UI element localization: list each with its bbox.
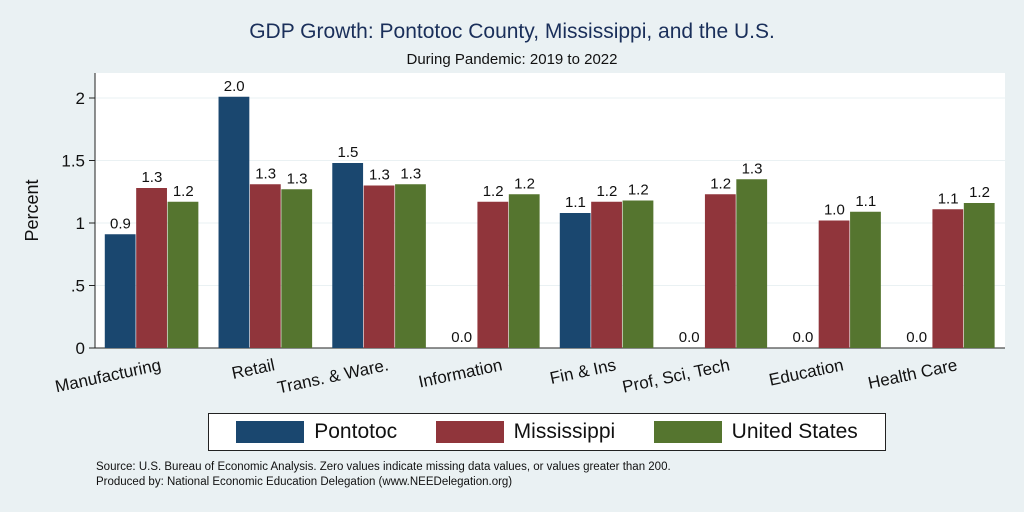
chart-title: GDP Growth: Pontotoc County, Mississippi… [249, 20, 775, 43]
x-tick-label-retail: Retail [230, 355, 276, 383]
data-label-mississippi-prof-sci-tech: 1.2 [710, 175, 731, 192]
x-tick-label-education: Education [767, 355, 845, 389]
bar-pontotoc-retail [218, 96, 250, 348]
bar-mississippi-information [477, 201, 509, 348]
y-axis-title: Percent [22, 179, 42, 241]
data-label-mississippi-health-care: 1.1 [938, 190, 959, 207]
source-note: Source: U.S. Bureau of Economic Analysis… [96, 461, 671, 473]
bar-pontotoc-fin-ins [559, 213, 591, 348]
x-tick-label-manufacturing: Manufacturing [53, 355, 162, 396]
data-label-pontotoc-prof-sci-tech: 0.0 [679, 329, 700, 346]
legend-label-pontotoc: Pontotoc [314, 420, 398, 443]
data-label-mississippi-trans-ware: 1.3 [369, 167, 390, 184]
bar-united-states-trans-ware [395, 184, 426, 348]
x-tick-label-trans-ware: Trans. & Ware. [276, 355, 391, 397]
legend-item-pontotoc: Pontotoc [236, 420, 397, 444]
data-label-united-states-education: 1.1 [855, 193, 876, 210]
data-label-united-states-trans-ware: 1.3 [400, 165, 421, 182]
data-label-united-states-fin-ins: 1.2 [628, 182, 649, 199]
bar-mississippi-prof-sci-tech [704, 194, 736, 348]
y-tick-label: 0 [76, 339, 85, 358]
legend-label-united-states: United States [731, 420, 858, 443]
bar-united-states-health-care [963, 203, 995, 348]
legend-swatch-mississippi [435, 421, 504, 443]
bar-mississippi-manufacturing [136, 188, 167, 348]
x-tick-label-fin-ins: Fin & Ins [548, 355, 618, 388]
bar-pontotoc-trans-ware [332, 163, 364, 348]
bar-united-states-fin-ins [622, 200, 654, 348]
data-label-pontotoc-trans-ware: 1.5 [338, 144, 359, 161]
bar-united-states-education [850, 211, 881, 348]
data-label-pontotoc-retail: 2.0 [224, 78, 245, 95]
bar-united-states-retail [281, 189, 313, 348]
bar-mississippi-trans-ware [363, 185, 395, 348]
chart-subtitle: During Pandemic: 2019 to 2022 [406, 51, 618, 68]
legend-item-mississippi: Mississippi [435, 420, 616, 444]
data-label-united-states-manufacturing: 1.2 [173, 183, 194, 200]
bar-chart: 0 .5 1 1.5 2 Percent 0.9 1.3 1.2 Manufacturing 2.0… [22, 73, 1005, 397]
data-label-pontotoc-fin-ins: 1.1 [565, 194, 586, 211]
data-label-pontotoc-manufacturing: 0.9 [110, 215, 131, 232]
legend-swatch-pontotoc [236, 421, 305, 443]
bar-pontotoc-manufacturing [104, 234, 136, 348]
chart-legend: Pontotoc Mississippi United States [208, 413, 886, 451]
data-label-united-states-prof-sci-tech: 1.3 [742, 160, 763, 177]
y-tick-label: 1 [76, 214, 85, 233]
bar-united-states-information [508, 194, 540, 348]
bar-united-states-prof-sci-tech [736, 179, 768, 348]
data-label-mississippi-retail: 1.3 [255, 165, 276, 182]
y-tick-label: .5 [71, 277, 85, 296]
producer-note: Produced by: National Economic Education… [96, 476, 513, 488]
bar-mississippi-retail [249, 184, 281, 348]
legend-swatch-united-states [653, 421, 722, 443]
data-label-mississippi-education: 1.0 [824, 202, 845, 219]
data-label-united-states-health-care: 1.2 [969, 184, 990, 201]
bar-mississippi-education [818, 220, 850, 348]
data-label-mississippi-manufacturing: 1.3 [141, 169, 162, 186]
data-label-pontotoc-education: 0.0 [793, 329, 814, 346]
legend-item-united-states: United States [653, 420, 858, 444]
bar-united-states-manufacturing [167, 201, 199, 348]
data-label-mississippi-fin-ins: 1.2 [596, 183, 617, 200]
x-tick-label-health-care: Health Care [866, 355, 959, 392]
data-label-pontotoc-health-care: 0.0 [906, 329, 927, 346]
data-label-united-states-retail: 1.3 [287, 170, 308, 187]
x-tick-label-information: Information [417, 355, 504, 391]
y-tick-label: 1.5 [61, 152, 85, 171]
bar-mississippi-fin-ins [591, 201, 622, 348]
legend-label-mississippi: Mississippi [513, 420, 616, 443]
y-tick-label: 2 [76, 89, 85, 108]
data-label-united-states-information: 1.2 [514, 175, 535, 192]
bar-mississippi-health-care [932, 209, 964, 348]
data-label-pontotoc-information: 0.0 [451, 329, 472, 346]
x-tick-label-prof-sci-tech: Prof, Sci, Tech [621, 355, 732, 396]
data-label-mississippi-information: 1.2 [483, 183, 504, 200]
